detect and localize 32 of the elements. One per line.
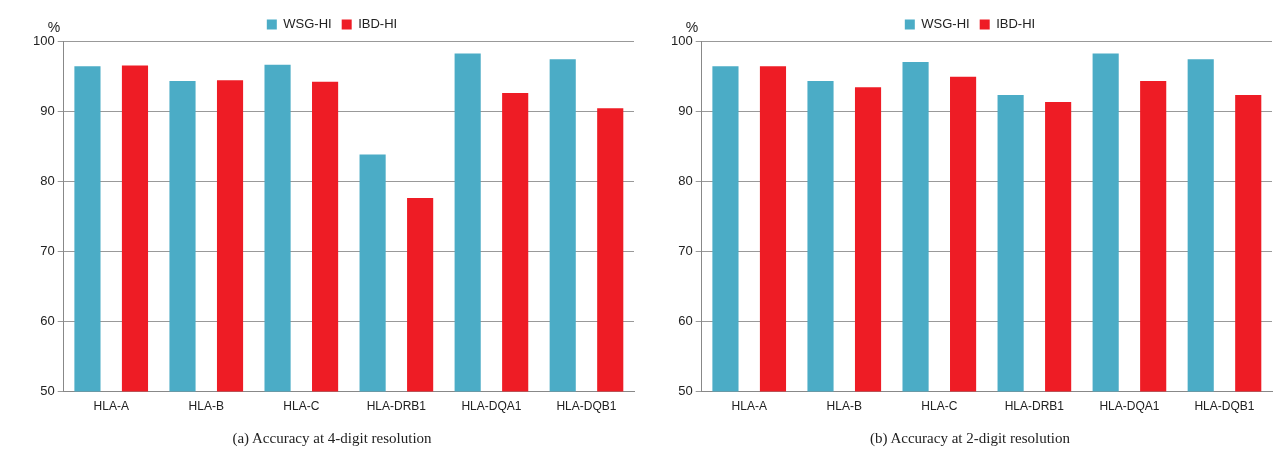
text: (b) Accuracy at 2-digit resolution — [870, 429, 1071, 447]
y-axis-title: % — [47, 18, 61, 35]
legend-label: WSG-HI — [283, 16, 332, 32]
y-tick-label: 100 — [670, 32, 693, 48]
y-tick-label: 90 — [40, 102, 55, 118]
y-tick-label: 50 — [678, 383, 693, 399]
x-tick-label: HLA-C — [283, 399, 320, 414]
x-tick-label: HLA-C — [921, 399, 958, 414]
x-tick-label: HLA-A — [731, 399, 767, 414]
x-tick-label: HLA-DRB1 — [1004, 399, 1065, 414]
x-tick-label: HLA-B — [826, 399, 862, 414]
text: (a) Accuracy at 4-digit resolution — [232, 429, 433, 447]
y-tick-label: 60 — [40, 313, 55, 329]
x-tick-label: HLA-DQA1 — [1099, 399, 1160, 414]
legend-label: WSG-HI — [921, 16, 970, 32]
y-tick-label: 80 — [40, 172, 55, 188]
y-tick-label: 70 — [40, 242, 55, 258]
x-tick-label: HLA-B — [188, 399, 224, 414]
x-tick-label: HLA-A — [93, 399, 129, 414]
x-tick-label: HLA-DQB1 — [1194, 399, 1255, 414]
y-tick-label: 60 — [678, 313, 693, 329]
x-tick-label: HLA-DRB1 — [366, 399, 427, 414]
y-tick-label: 70 — [678, 242, 693, 258]
x-tick-label: HLA-DQA1 — [461, 399, 522, 414]
legend-label: IBD-HI — [358, 16, 398, 32]
y-tick-label: 90 — [678, 102, 693, 118]
y-tick-label: 100 — [32, 32, 55, 48]
y-axis-title: % — [685, 18, 699, 35]
legend-label: IBD-HI — [996, 16, 1036, 32]
y-tick-label: 50 — [40, 383, 55, 399]
x-tick-label: HLA-DQB1 — [556, 399, 617, 414]
y-tick-label: 80 — [678, 172, 693, 188]
